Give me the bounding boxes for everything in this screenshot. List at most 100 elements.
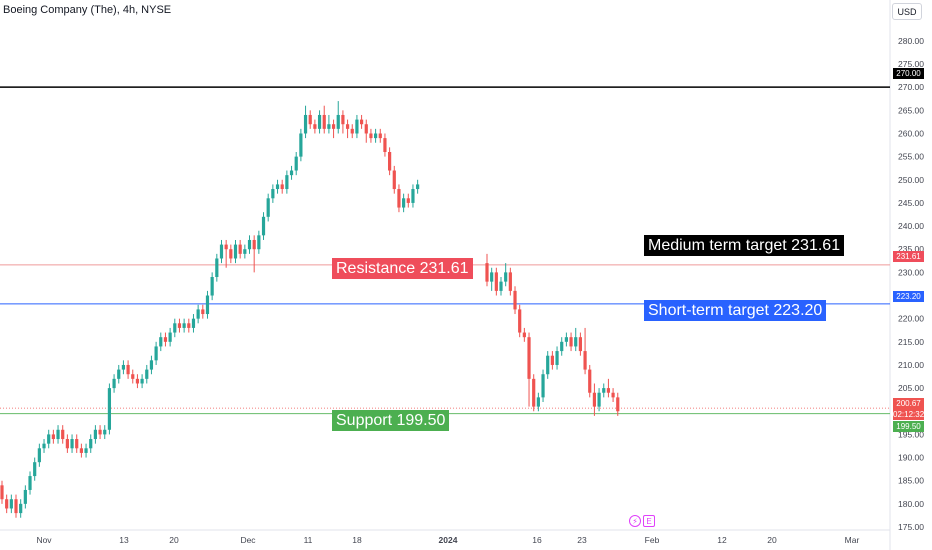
candle[interactable] (550, 351, 554, 370)
candle[interactable] (564, 332, 568, 347)
candle[interactable] (219, 239, 224, 264)
candle[interactable] (243, 244, 247, 259)
candle[interactable] (252, 235, 256, 273)
annotation-support[interactable]: Support 199.50 (332, 410, 450, 431)
candle[interactable] (406, 193, 410, 208)
candle[interactable] (513, 286, 517, 315)
earnings-event-icon[interactable]: E (643, 515, 655, 527)
candle[interactable] (233, 239, 238, 264)
candle[interactable] (33, 457, 37, 481)
candle[interactable] (555, 346, 559, 370)
candle[interactable] (19, 499, 23, 518)
candle[interactable] (224, 239, 228, 268)
candle[interactable] (117, 364, 121, 384)
candle[interactable] (616, 392, 620, 416)
candle[interactable] (574, 327, 578, 352)
candle[interactable] (28, 471, 32, 495)
candle[interactable] (416, 179, 420, 194)
candle[interactable] (578, 332, 582, 356)
candle[interactable] (70, 434, 74, 453)
candle[interactable] (597, 388, 601, 412)
candle[interactable] (392, 165, 396, 194)
candle[interactable] (611, 388, 615, 402)
candle[interactable] (261, 212, 266, 240)
candle[interactable] (532, 374, 536, 412)
annotation-medium-target[interactable]: Medium term target 231.61 (644, 235, 845, 256)
candle[interactable] (140, 374, 144, 389)
candle[interactable] (374, 128, 378, 143)
candle[interactable] (350, 124, 354, 139)
candle[interactable] (588, 364, 592, 398)
candle[interactable] (606, 378, 611, 398)
candle[interactable] (494, 267, 498, 296)
candle[interactable] (210, 272, 214, 301)
candle[interactable] (23, 485, 27, 509)
candle[interactable] (504, 263, 508, 287)
candle[interactable] (317, 110, 322, 134)
candle[interactable] (37, 443, 41, 467)
candle[interactable] (51, 429, 55, 444)
candle[interactable] (75, 434, 79, 453)
candle[interactable] (289, 165, 294, 180)
candle[interactable] (541, 369, 545, 402)
candle[interactable] (9, 494, 13, 514)
candle[interactable] (275, 179, 280, 194)
candle[interactable] (149, 355, 154, 375)
candle[interactable] (402, 193, 406, 213)
candle[interactable] (336, 101, 340, 134)
candle[interactable] (201, 304, 205, 319)
annotation-resistance[interactable]: Resistance 231.61 (332, 258, 473, 279)
candle[interactable] (499, 277, 503, 296)
candle[interactable] (508, 267, 512, 296)
candle[interactable] (271, 184, 275, 203)
candle[interactable] (388, 147, 392, 176)
candle[interactable] (98, 425, 102, 440)
candle[interactable] (229, 244, 233, 264)
candle[interactable] (569, 332, 573, 352)
candle[interactable] (522, 327, 526, 342)
candle[interactable] (341, 110, 345, 134)
annotation-short-target[interactable]: Short-term target 223.20 (644, 300, 827, 321)
candle[interactable] (61, 425, 65, 444)
candle[interactable] (485, 253, 489, 287)
candle[interactable] (182, 318, 186, 333)
candle[interactable] (583, 327, 587, 375)
candle[interactable] (65, 434, 69, 453)
candle[interactable] (546, 351, 550, 379)
candle[interactable] (355, 114, 359, 139)
candle[interactable] (238, 239, 242, 259)
candle[interactable] (131, 369, 135, 384)
candle[interactable] (47, 429, 51, 449)
candle[interactable] (103, 425, 107, 440)
candle[interactable] (257, 230, 261, 254)
candle[interactable] (0, 480, 4, 504)
candle[interactable] (177, 318, 182, 333)
candle[interactable] (93, 425, 97, 444)
candle[interactable] (527, 332, 531, 407)
candle[interactable] (107, 383, 112, 435)
candle[interactable] (205, 290, 210, 319)
candle[interactable] (378, 128, 382, 143)
candle[interactable] (145, 364, 149, 384)
candle[interactable] (359, 114, 364, 129)
candle[interactable] (313, 119, 317, 134)
candle[interactable] (602, 383, 606, 398)
candle[interactable] (42, 439, 46, 453)
candle[interactable] (490, 267, 494, 291)
candle[interactable] (294, 152, 298, 176)
candle[interactable] (592, 383, 597, 416)
candle[interactable] (518, 304, 522, 338)
candle[interactable] (159, 332, 163, 352)
candle[interactable] (191, 314, 196, 333)
candle[interactable] (411, 184, 415, 208)
candle[interactable] (331, 119, 336, 139)
candle[interactable] (84, 443, 88, 458)
candle[interactable] (247, 235, 252, 254)
candle[interactable] (560, 337, 564, 356)
candle[interactable] (285, 170, 289, 194)
candle[interactable] (163, 332, 168, 347)
candle[interactable] (299, 128, 303, 162)
candle[interactable] (308, 110, 312, 129)
candle[interactable] (345, 119, 350, 139)
